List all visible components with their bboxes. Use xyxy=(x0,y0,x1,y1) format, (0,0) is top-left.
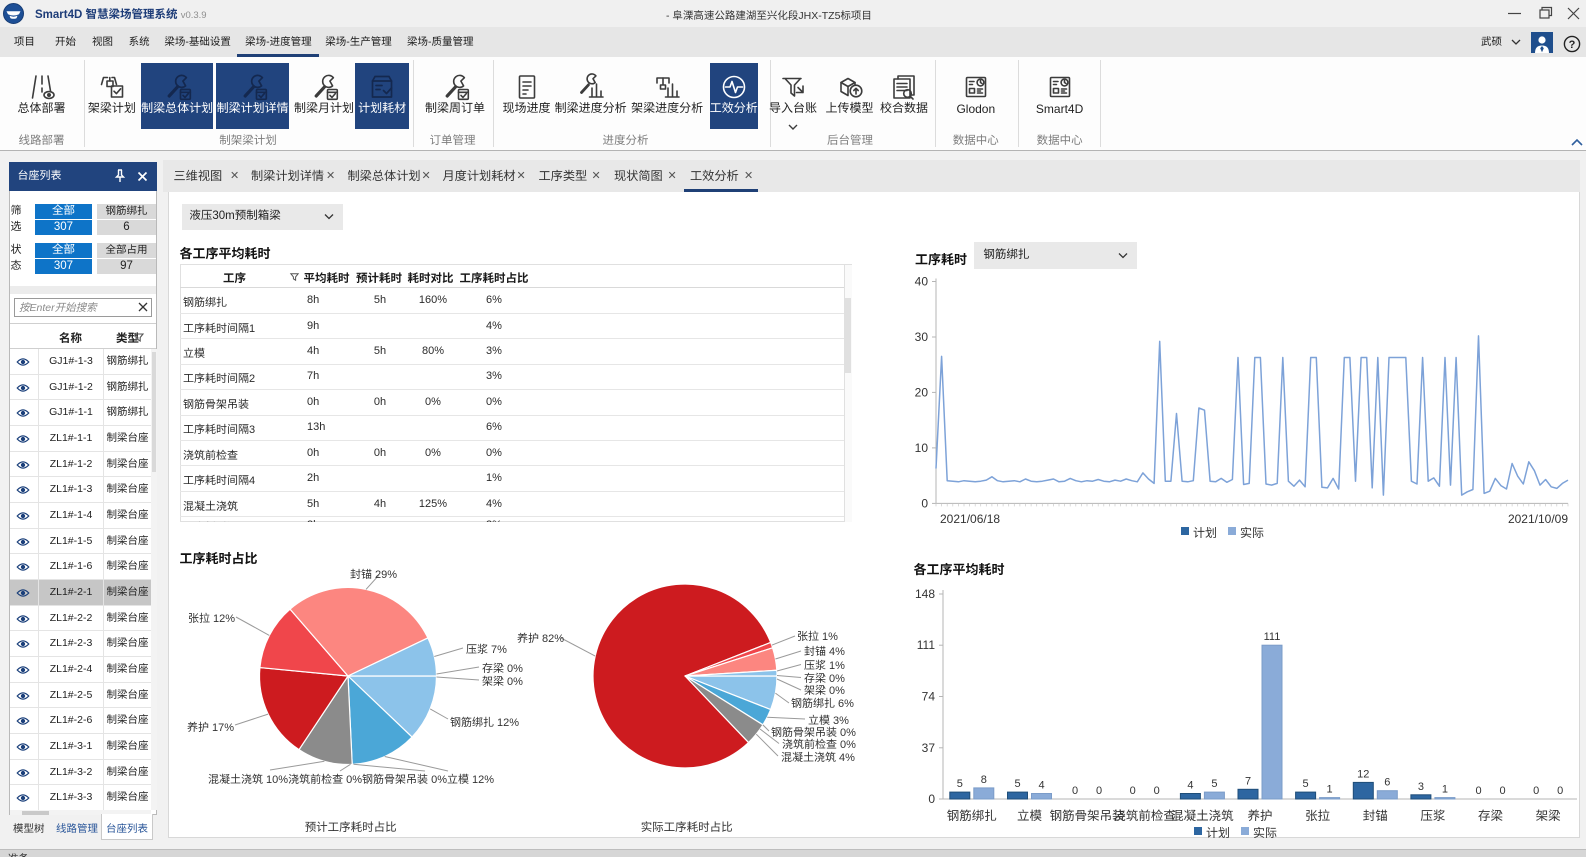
svg-text:7: 7 xyxy=(1245,775,1251,787)
svg-text:20: 20 xyxy=(915,385,929,399)
svg-text:37: 37 xyxy=(922,741,936,755)
svg-text:74: 74 xyxy=(922,690,936,704)
svg-text:?: ? xyxy=(1569,39,1576,51)
svg-text:5: 5 xyxy=(1303,778,1309,790)
svg-text:5: 5 xyxy=(957,778,963,790)
svg-text:0: 0 xyxy=(921,496,928,510)
svg-text:0: 0 xyxy=(1557,785,1563,797)
svg-text:10: 10 xyxy=(915,441,929,455)
svg-text:0: 0 xyxy=(1533,785,1539,797)
svg-text:6: 6 xyxy=(1384,777,1390,789)
svg-text:5: 5 xyxy=(1211,778,1217,790)
svg-text:111: 111 xyxy=(1264,631,1281,643)
svg-text:148: 148 xyxy=(915,587,935,601)
svg-text:0: 0 xyxy=(928,792,935,806)
svg-text:111: 111 xyxy=(917,638,936,652)
svg-text:40: 40 xyxy=(915,275,929,289)
svg-text:4: 4 xyxy=(1038,780,1044,792)
svg-text:0: 0 xyxy=(1499,785,1505,797)
svg-text:4: 4 xyxy=(1187,780,1193,792)
svg-text:0: 0 xyxy=(1154,785,1160,797)
svg-text:12: 12 xyxy=(1357,768,1369,780)
svg-text:0: 0 xyxy=(1096,785,1102,797)
svg-text:3: 3 xyxy=(1418,781,1424,793)
svg-text:0: 0 xyxy=(1072,785,1078,797)
svg-text:30: 30 xyxy=(915,330,929,344)
svg-text:8: 8 xyxy=(981,774,987,786)
svg-text:0: 0 xyxy=(1475,785,1481,797)
svg-text:0: 0 xyxy=(1130,785,1136,797)
svg-text:1: 1 xyxy=(1327,784,1333,796)
svg-text:5: 5 xyxy=(1014,778,1020,790)
svg-text:1: 1 xyxy=(1442,784,1448,796)
